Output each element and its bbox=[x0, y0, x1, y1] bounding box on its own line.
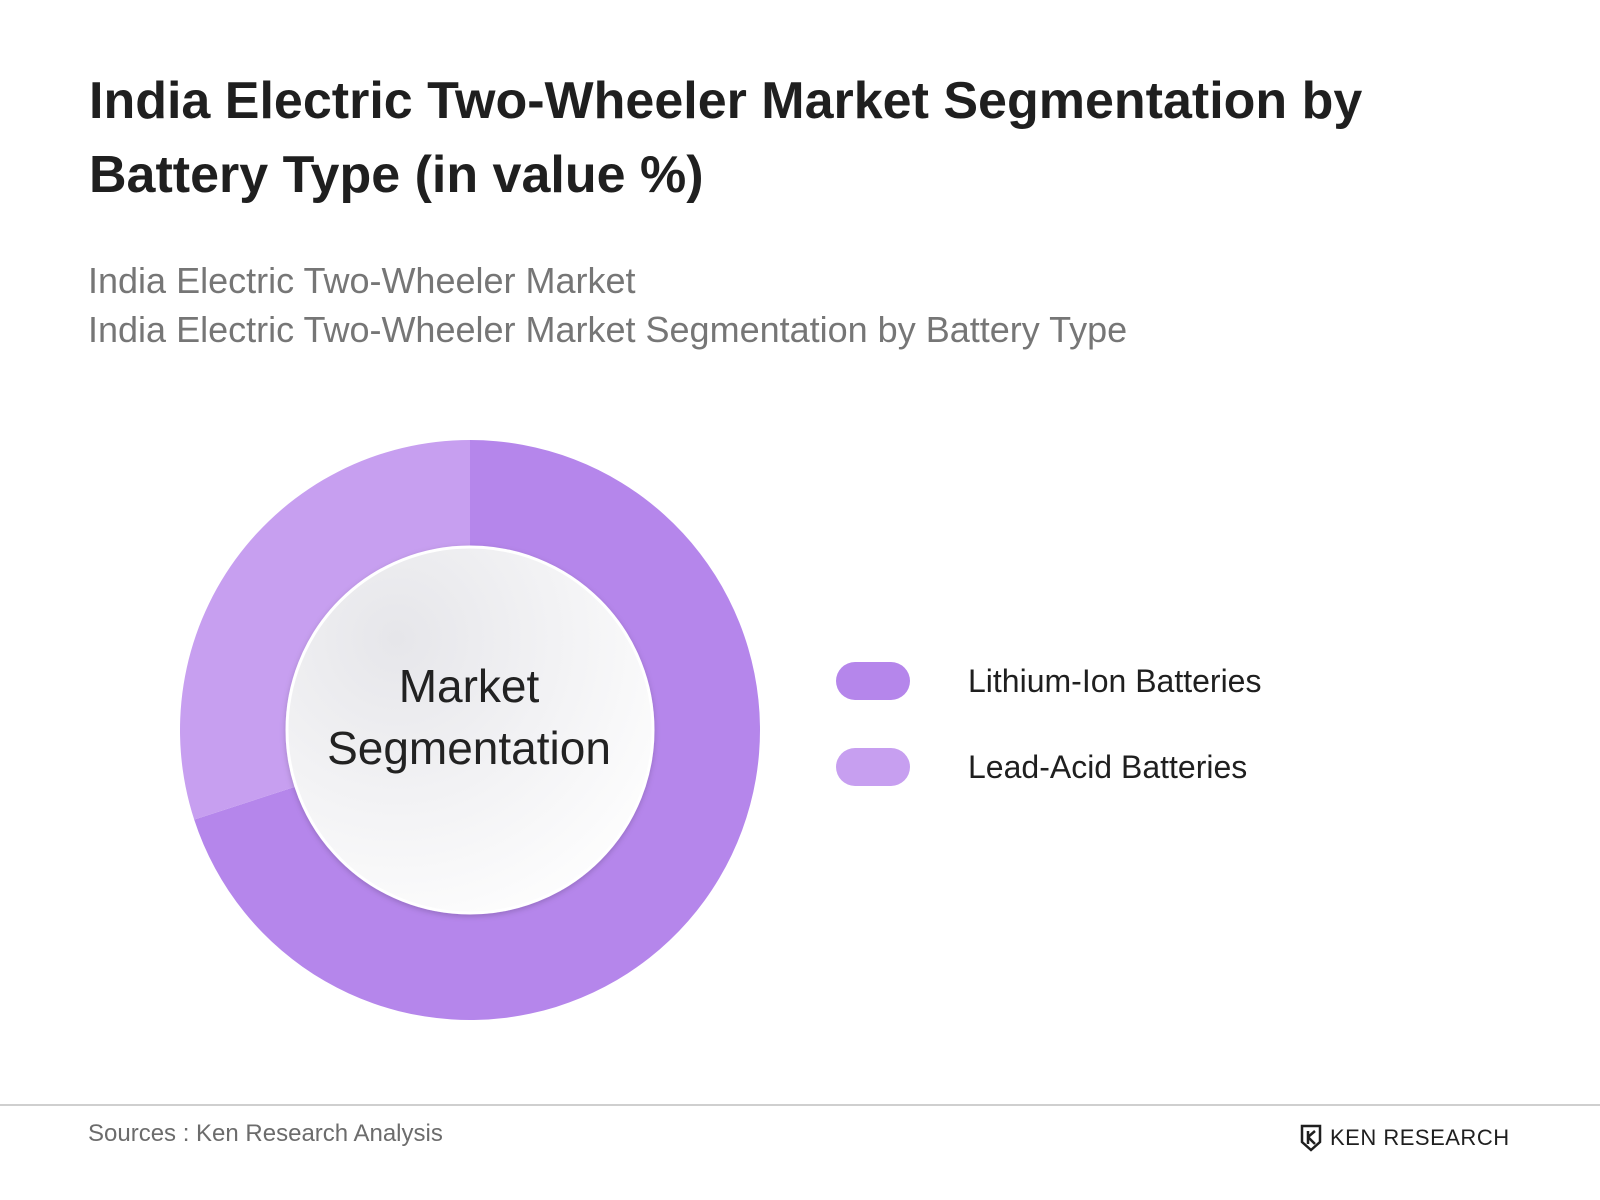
brand-mark: KEN RESEARCH bbox=[1300, 1124, 1510, 1152]
chart-subtitle: India Electric Two-Wheeler Market India … bbox=[88, 256, 1127, 354]
brand-name: KEN RESEARCH bbox=[1330, 1125, 1510, 1150]
legend-label-lead-acid: Lead-Acid Batteries bbox=[968, 748, 1248, 785]
donut-center-label: Market Segmentation bbox=[279, 655, 659, 779]
footer-divider bbox=[0, 1104, 1600, 1106]
legend-item-lead-acid: Lead-Acid Batteries bbox=[836, 748, 1261, 786]
subtitle-line-1: India Electric Two-Wheeler Market bbox=[88, 260, 636, 301]
chart-legend: Lithium-Ion Batteries Lead-Acid Batterie… bbox=[836, 662, 1261, 834]
donut-slice-lead-acid-batteries bbox=[179, 440, 470, 820]
donut-center-circle bbox=[285, 545, 655, 915]
center-label-line-2: Segmentation bbox=[327, 722, 611, 774]
center-label-line-1: Market bbox=[398, 660, 540, 712]
legend-swatch-lithium-ion bbox=[836, 662, 910, 700]
donut-chart bbox=[179, 440, 761, 1020]
chart-title: India Electric Two-Wheeler Market Segmen… bbox=[89, 72, 1363, 204]
source-note: Sources : Ken Research Analysis bbox=[88, 1120, 443, 1147]
donut-slices bbox=[179, 440, 761, 1020]
legend-item-lithium-ion: Lithium-Ion Batteries bbox=[836, 662, 1261, 700]
legend-swatch-lead-acid bbox=[836, 748, 910, 786]
legend-label-lithium-ion: Lithium-Ion Batteries bbox=[968, 662, 1262, 699]
donut-slice-lithium-ion-batteries bbox=[194, 440, 761, 1020]
subtitle-line-2: India Electric Two-Wheeler Market Segmen… bbox=[88, 309, 1128, 350]
ken-research-logo-icon bbox=[1300, 1124, 1322, 1152]
